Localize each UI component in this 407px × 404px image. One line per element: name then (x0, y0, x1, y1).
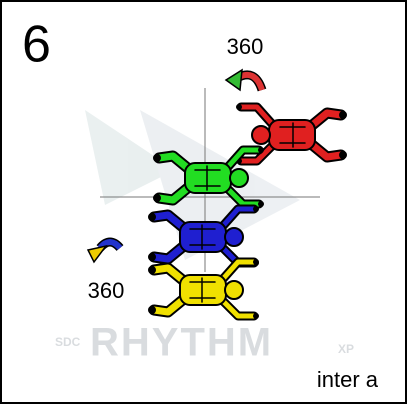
rotation-arrow (224, 68, 267, 92)
rotation-label: 360 (227, 34, 264, 59)
watermark-brand: SDC (55, 335, 81, 349)
rotation-label: 360 (88, 278, 125, 303)
watermark-suffix: XP (338, 342, 354, 356)
watermark-shape (85, 110, 175, 205)
footer-label: inter a (317, 367, 379, 392)
rotation-arrow (86, 237, 124, 264)
watermark-name: RHYTHM (90, 321, 273, 365)
slide-number: 6 (22, 16, 51, 74)
